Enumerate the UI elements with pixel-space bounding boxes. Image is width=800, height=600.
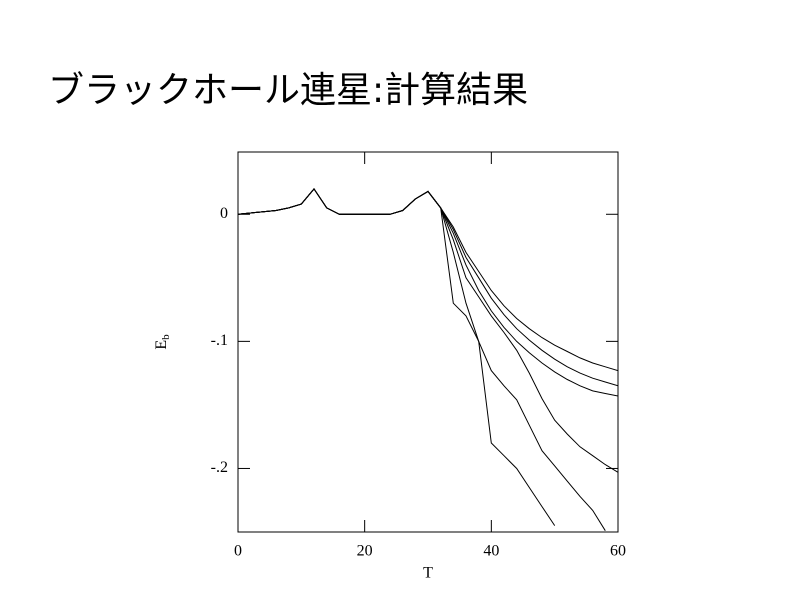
- plot-frame: [237, 151, 619, 533]
- slide-title: ブラックホール連星:計算結果: [48, 70, 528, 111]
- y-axis-label-main: E: [153, 340, 170, 350]
- y-tick-label: -.2: [211, 459, 228, 476]
- x-axis-label: T: [423, 565, 433, 582]
- data-line: [238, 188, 618, 473]
- x-tick-label: 60: [610, 543, 626, 560]
- data-line: [238, 188, 618, 397]
- data-line: [238, 188, 618, 387]
- y-tick-label: -.1: [211, 332, 228, 349]
- y-tick-label: 0: [220, 205, 228, 222]
- data-line: [238, 188, 556, 526]
- y-axis-label-subscript: b: [160, 334, 172, 340]
- x-tick-label: 40: [483, 543, 499, 560]
- plot-area: [238, 188, 618, 531]
- y-axis-label: Eb: [153, 334, 172, 350]
- data-line: [238, 188, 606, 531]
- x-tick-label: 20: [357, 543, 373, 560]
- data-line: [238, 188, 618, 372]
- x-tick-label: 0: [234, 543, 242, 560]
